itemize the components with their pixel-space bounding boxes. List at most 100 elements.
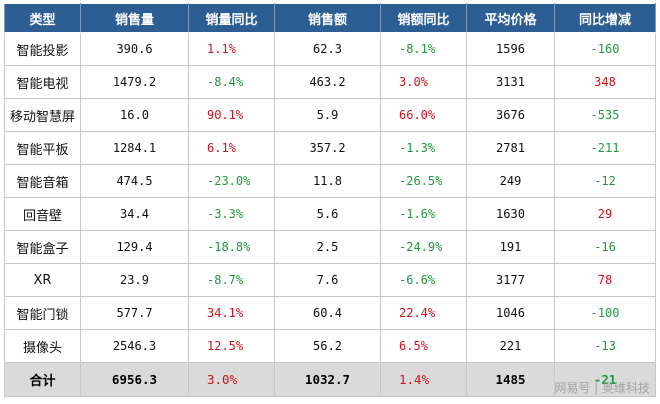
cell-avg-price: 3131 — [466, 65, 555, 99]
cell-price-change: -100 — [554, 296, 656, 330]
cell-revenue-yoy: -24.9% — [380, 230, 467, 264]
cell-revenue-yoy: 66.0% — [380, 98, 467, 132]
cell-revenue-yoy: -6.6% — [380, 263, 467, 297]
cell-volume-yoy: 12.5% — [188, 329, 275, 363]
table-body: 智能投影 390.6 1.1% 62.3 -8.1% 1596 -160 智能电视 1479.2… — [4, 32, 656, 363]
cell-volume-yoy: -8.7% — [188, 263, 275, 297]
cell-type: 回音壁 — [4, 197, 81, 231]
header-volume-yoy: 销量同比 — [188, 3, 275, 33]
cell-price-change: -211 — [554, 131, 656, 165]
total-row: 合计 6956.3 3.0% 1032.7 1.4% 1485 -21 — [4, 362, 656, 397]
header-type: 类型 — [4, 3, 81, 33]
cell-type: 智能电视 — [4, 65, 81, 99]
table-row: 摄像头 2546.3 12.5% 56.2 6.5% 221 -13 — [4, 329, 656, 363]
cell-revenue-yoy: -1.6% — [380, 197, 467, 231]
sales-table: 类型 销售量 销量同比 销售额 销额同比 平均价格 同比增减 智能投影 390.6… — [4, 3, 656, 397]
cell-price-change: -535 — [554, 98, 656, 132]
cell-volume: 23.9 — [80, 263, 189, 297]
cell-price-change: -13 — [554, 329, 656, 363]
cell-volume-yoy: 1.1% — [188, 32, 275, 66]
cell-volume: 1479.2 — [80, 65, 189, 99]
cell-revenue: 56.2 — [274, 329, 381, 363]
cell-type: 智能投影 — [4, 32, 81, 66]
cell-revenue-yoy: -26.5% — [380, 164, 467, 198]
table-row: 智能门锁 577.7 34.1% 60.4 22.4% 1046 -100 — [4, 296, 656, 330]
table-row: 智能音箱 474.5 -23.0% 11.8 -26.5% 249 -12 — [4, 164, 656, 198]
cell-price-change: 348 — [554, 65, 656, 99]
cell-revenue-yoy: 3.0% — [380, 65, 467, 99]
table-row: 智能投影 390.6 1.1% 62.3 -8.1% 1596 -160 — [4, 32, 656, 66]
header-price-change: 同比增减 — [554, 3, 656, 33]
cell-volume: 2546.3 — [80, 329, 189, 363]
cell-avg-price: 2781 — [466, 131, 555, 165]
cell-type: 智能盒子 — [4, 230, 81, 264]
total-revenue: 1032.7 — [274, 362, 381, 397]
cell-revenue: 463.2 — [274, 65, 381, 99]
cell-price-change: -16 — [554, 230, 656, 264]
cell-price-change: 29 — [554, 197, 656, 231]
cell-type: 移动智慧屏 — [4, 98, 81, 132]
table-row: 回音壁 34.4 -3.3% 5.6 -1.6% 1630 29 — [4, 197, 656, 231]
header-revenue-yoy: 销额同比 — [380, 3, 467, 33]
cell-volume: 474.5 — [80, 164, 189, 198]
cell-price-change: 78 — [554, 263, 656, 297]
total-volume-yoy: 3.0% — [188, 362, 275, 397]
cell-volume: 1284.1 — [80, 131, 189, 165]
cell-volume-yoy: 90.1% — [188, 98, 275, 132]
cell-avg-price: 3177 — [466, 263, 555, 297]
cell-revenue: 11.8 — [274, 164, 381, 198]
cell-volume: 390.6 — [80, 32, 189, 66]
cell-revenue: 62.3 — [274, 32, 381, 66]
cell-revenue: 5.6 — [274, 197, 381, 231]
cell-type: XR — [4, 263, 81, 297]
total-volume: 6956.3 — [80, 362, 189, 397]
header-avg-price: 平均价格 — [466, 3, 555, 33]
cell-revenue-yoy: 22.4% — [380, 296, 467, 330]
cell-revenue-yoy: 6.5% — [380, 329, 467, 363]
cell-revenue: 7.6 — [274, 263, 381, 297]
cell-volume-yoy: -18.8% — [188, 230, 275, 264]
cell-volume: 577.7 — [80, 296, 189, 330]
cell-volume-yoy: 34.1% — [188, 296, 275, 330]
cell-price-change: -12 — [554, 164, 656, 198]
cell-avg-price: 1630 — [466, 197, 555, 231]
total-revenue-yoy: 1.4% — [380, 362, 467, 397]
table-header: 类型 销售量 销量同比 销售额 销额同比 平均价格 同比增减 — [4, 3, 656, 33]
cell-revenue-yoy: -1.3% — [380, 131, 467, 165]
cell-volume: 16.0 — [80, 98, 189, 132]
cell-revenue: 5.9 — [274, 98, 381, 132]
table-row: 智能电视 1479.2 -8.4% 463.2 3.0% 3131 348 — [4, 65, 656, 99]
cell-type: 智能音箱 — [4, 164, 81, 198]
cell-avg-price: 249 — [466, 164, 555, 198]
table-row: 移动智慧屏 16.0 90.1% 5.9 66.0% 3676 -535 — [4, 98, 656, 132]
cell-type: 智能平板 — [4, 131, 81, 165]
cell-avg-price: 191 — [466, 230, 555, 264]
total-label: 合计 — [4, 362, 81, 397]
header-row: 类型 销售量 销量同比 销售额 销额同比 平均价格 同比增减 — [4, 3, 656, 33]
total-price-change: -21 — [554, 362, 656, 397]
cell-revenue-yoy: -8.1% — [380, 32, 467, 66]
cell-price-change: -160 — [554, 32, 656, 66]
cell-revenue: 2.5 — [274, 230, 381, 264]
cell-volume-yoy: -3.3% — [188, 197, 275, 231]
table-footer: 合计 6956.3 3.0% 1032.7 1.4% 1485 -21 — [4, 362, 656, 397]
cell-avg-price: 1596 — [466, 32, 555, 66]
cell-volume-yoy: -23.0% — [188, 164, 275, 198]
cell-volume-yoy: 6.1% — [188, 131, 275, 165]
total-avg-price: 1485 — [466, 362, 555, 397]
cell-type: 智能门锁 — [4, 296, 81, 330]
watermark: 网易号 | 奥维科技 — [554, 381, 650, 395]
header-volume: 销售量 — [80, 3, 189, 33]
cell-volume-yoy: -8.4% — [188, 65, 275, 99]
cell-revenue: 357.2 — [274, 131, 381, 165]
table-row: 智能平板 1284.1 6.1% 357.2 -1.3% 2781 -211 — [4, 131, 656, 165]
cell-avg-price: 221 — [466, 329, 555, 363]
cell-volume: 129.4 — [80, 230, 189, 264]
cell-avg-price: 3676 — [466, 98, 555, 132]
table-row: XR 23.9 -8.7% 7.6 -6.6% 3177 78 — [4, 263, 656, 297]
cell-volume: 34.4 — [80, 197, 189, 231]
cell-type: 摄像头 — [4, 329, 81, 363]
cell-revenue: 60.4 — [274, 296, 381, 330]
table-row: 智能盒子 129.4 -18.8% 2.5 -24.9% 191 -16 — [4, 230, 656, 264]
cell-avg-price: 1046 — [466, 296, 555, 330]
